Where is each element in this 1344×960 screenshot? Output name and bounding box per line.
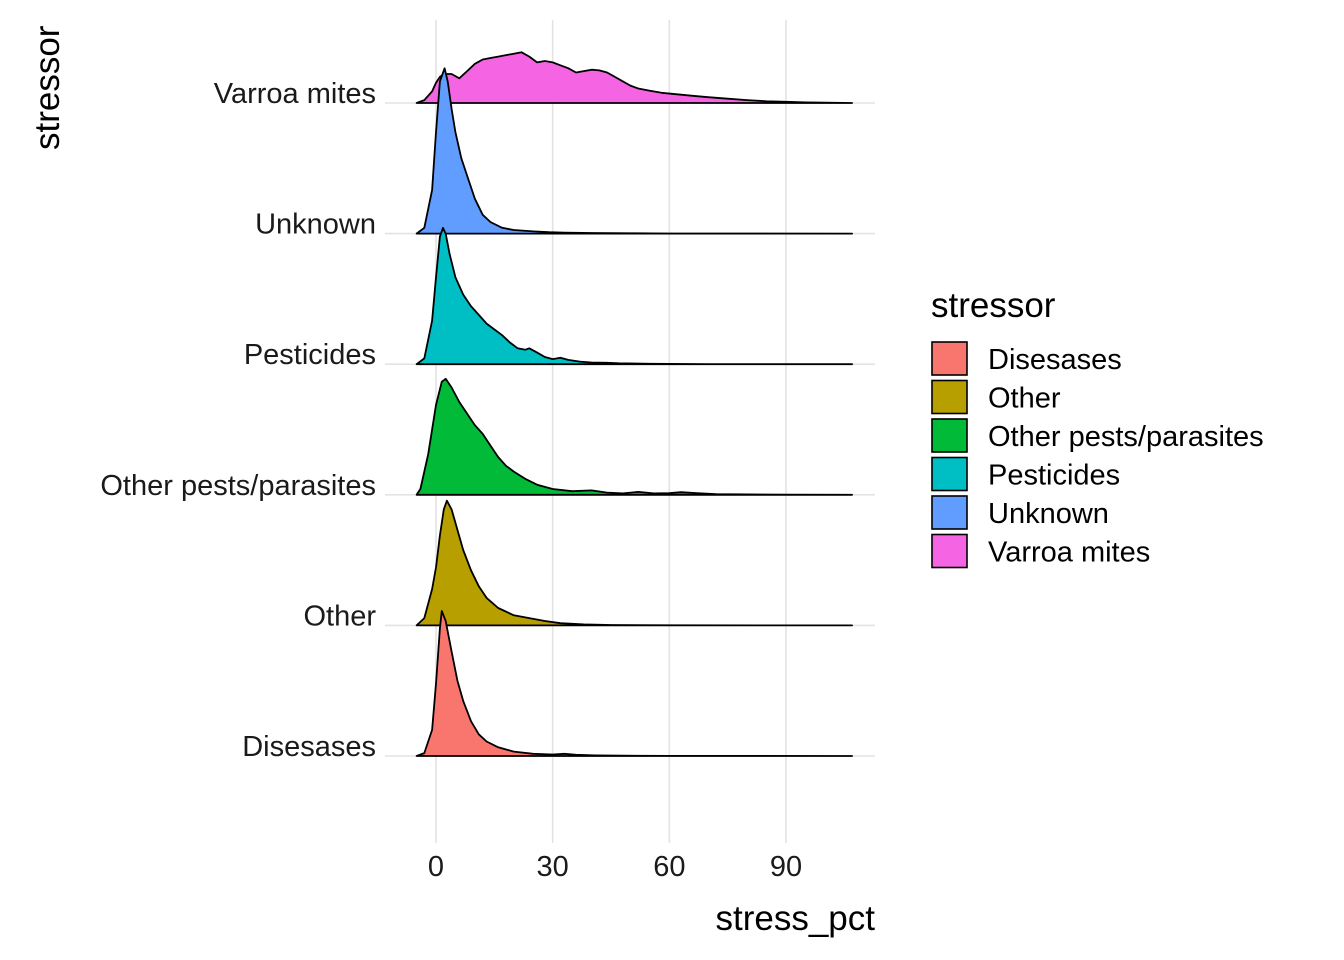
ridge-pesticides <box>415 227 853 366</box>
ridge-varroa-mites <box>415 51 853 104</box>
x-tick-label: 30 <box>537 851 569 883</box>
legend-label-disesases: Disesases <box>988 344 1122 376</box>
legend-swatch-unknown <box>931 495 968 530</box>
y-tick-label: Other <box>303 600 376 632</box>
y-tick-label: Pesticides <box>244 339 376 371</box>
ridge-other <box>415 499 853 627</box>
legend-label-other-pests-parasites: Other pests/parasites <box>988 421 1264 453</box>
ridge-disesases <box>415 610 853 757</box>
x-tick-label: 0 <box>428 851 444 883</box>
legend-label-pesticides: Pesticides <box>988 460 1120 492</box>
x-axis-title: stress_pct <box>716 899 876 938</box>
legend-title: stressor <box>931 286 1056 325</box>
ridge-unknown <box>415 67 853 235</box>
legend-label-varroa-mites: Varroa mites <box>988 537 1150 569</box>
ridge-other-pests-parasites <box>415 377 853 496</box>
legend-label-unknown: Unknown <box>988 498 1109 530</box>
legend-swatch-varroa-mites <box>931 533 968 569</box>
legend-swatch-disesases <box>931 341 968 376</box>
legend-label-other: Other <box>988 383 1061 415</box>
y-tick-label: Disesases <box>242 731 376 763</box>
legend-entries: Disesases Other Other pests/parasites Pesti… <box>931 341 1264 569</box>
legend-swatch-other <box>931 379 968 415</box>
x-tick-label: 60 <box>653 851 685 883</box>
y-tick-label: Unknown <box>255 209 376 241</box>
x-tick-labels: 0 30 60 90 <box>428 851 802 883</box>
legend-swatch-other-pests-parasites <box>931 418 968 453</box>
y-tick-label: Other pests/parasites <box>100 470 376 502</box>
y-tick-label: Varroa mites <box>214 78 376 110</box>
ridges <box>415 51 853 757</box>
x-tick-label: 90 <box>770 851 802 883</box>
y-axis-title: stressor <box>28 25 67 150</box>
y-tick-labels: Disesases Other Other pests/parasites Pesti… <box>100 78 376 763</box>
legend: stressor Disesases Other Other pests/paras… <box>931 286 1264 569</box>
legend-swatch-pesticides <box>931 456 968 492</box>
